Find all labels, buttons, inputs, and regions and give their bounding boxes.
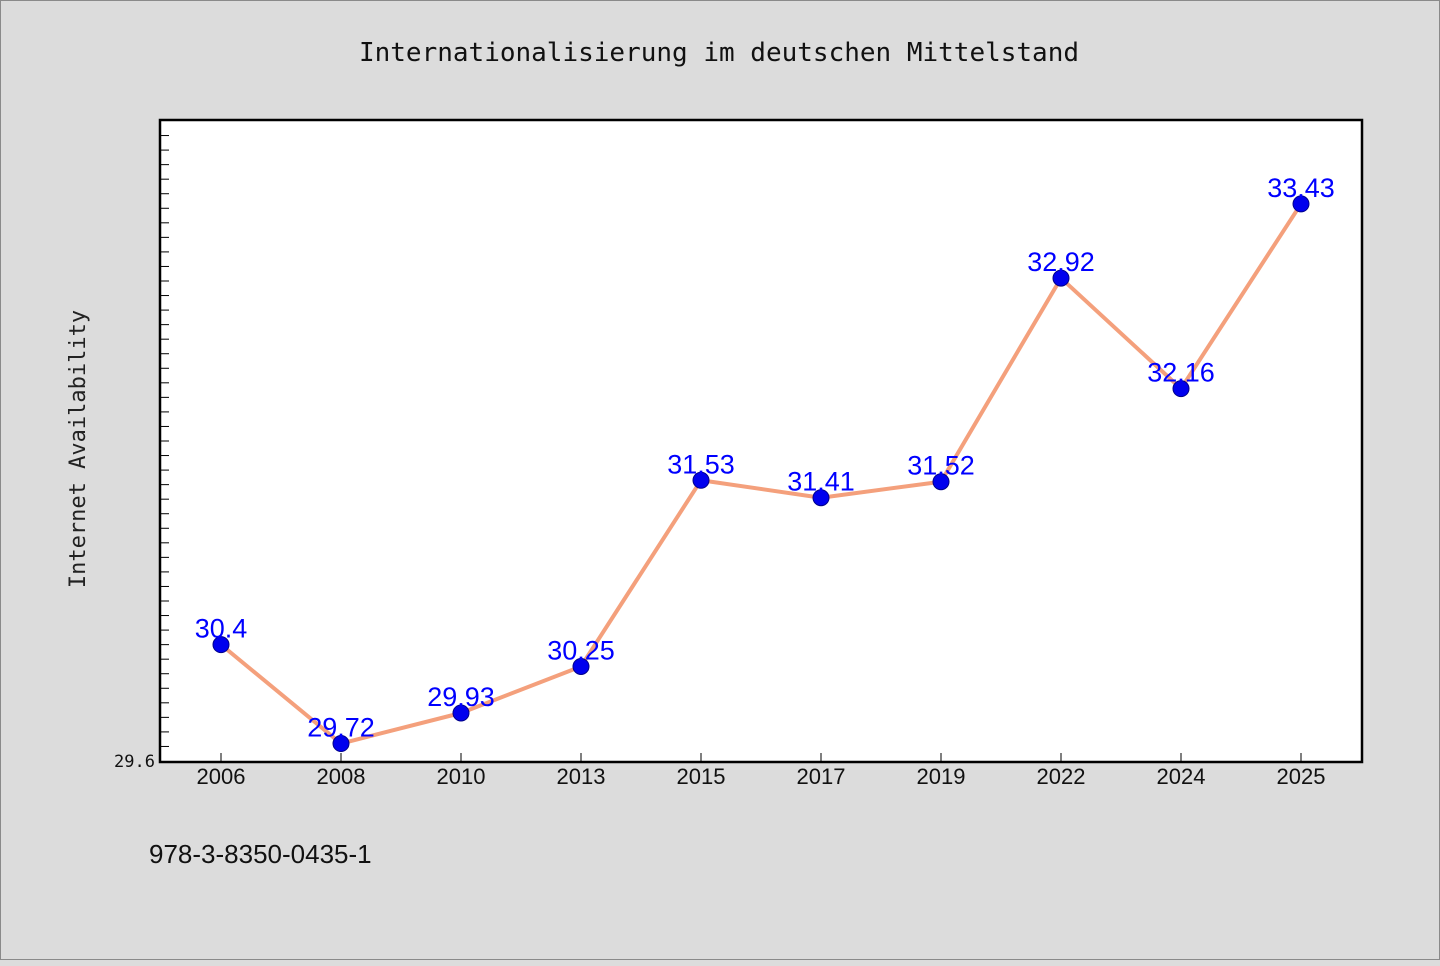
x-axis-ticks: 2006 2008 2010 2013 2015 2017 2019 2022 2024 2025 [197,753,1326,789]
x-tick-label: 2015 [677,764,726,789]
y-tick-label: 29.6 [114,752,155,772]
data-label: 30.25 [547,635,615,665]
x-tick-label: 2006 [197,764,246,789]
footer-code: 978-3-8350-0435-1 [149,839,372,869]
data-point [212,636,230,654]
series-line [219,202,1303,746]
data-label: 29.72 [307,713,375,743]
data-point [1172,380,1190,398]
x-tick-label: 2025 [1277,764,1326,789]
x-tick-label: 2008 [317,764,366,789]
data-point [692,471,710,489]
data-point [572,657,590,675]
plot-area [158,118,1364,764]
x-tick-label: 2022 [1037,764,1086,789]
data-point [332,735,350,753]
series-line-group: 30.4 29.72 29.93 30.25 31.53 31.41 31.52 32.92 3… [195,173,1335,753]
data-label: 31.41 [787,467,855,497]
data-label: 31.52 [907,451,975,481]
data-label: 33.43 [1267,173,1335,203]
y-axis-ticks: 29.6 [114,135,169,772]
x-tick-label: 2019 [917,764,966,789]
x-tick-label: 2010 [437,764,486,789]
data-point [1292,195,1310,213]
data-point [932,473,950,491]
x-tick-label: 2017 [797,764,846,789]
data-point [812,489,830,507]
chart-title: Internationalisierung im deutschen Mitte… [359,38,1079,68]
y-axis-label: Internet Availability [66,310,91,588]
data-point [1052,269,1070,287]
data-label: 31.53 [667,449,735,479]
data-label: 32.16 [1147,358,1215,388]
data-label: 30.4 [195,614,248,644]
x-tick-label: 2013 [557,764,606,789]
data-label: 29.93 [427,682,495,712]
x-tick-label: 2024 [1157,764,1206,789]
data-point [452,704,470,722]
data-label: 32.92 [1027,247,1095,277]
